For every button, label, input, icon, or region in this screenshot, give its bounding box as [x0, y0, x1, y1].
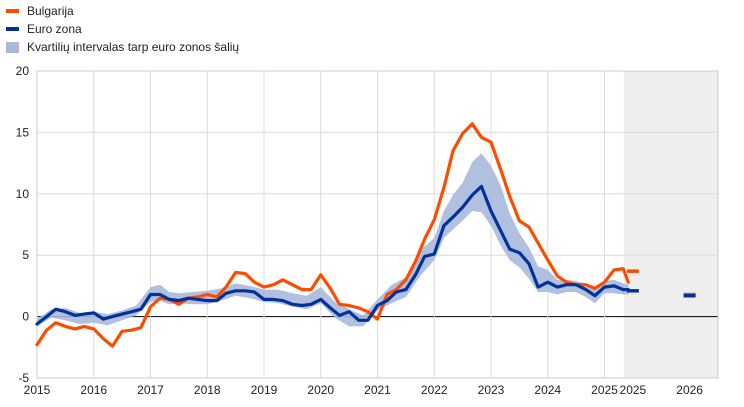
legend-swatch-band: [6, 41, 19, 53]
plot-frame: [36, 70, 719, 379]
x-tick-label: 2020: [307, 383, 334, 397]
legend-label-bulgaria: Bulgarija: [27, 4, 74, 18]
y-tick-label: -5: [18, 371, 29, 385]
x-tick-label: 2021: [364, 383, 391, 397]
legend-swatch-bulgaria: [6, 9, 19, 13]
y-tick-label: 10: [16, 187, 30, 201]
x-tick-label: 2017: [137, 383, 164, 397]
series-line-euro: [35, 184, 630, 326]
y-tick-label: 20: [16, 64, 30, 78]
x-tick-label: 2024: [534, 383, 561, 397]
legend-label-band: Kvartilių intervalas tarp euro zonos šal…: [27, 40, 240, 54]
legend-label-euro: Euro zona: [27, 22, 82, 36]
legend-swatch-euro: [6, 27, 19, 31]
x-tick-label: 2022: [421, 383, 448, 397]
legend-item-euro: Euro zona: [6, 20, 239, 38]
legend-item-band: Kvartilių intervalas tarp euro zonos šal…: [6, 38, 239, 56]
x-tick-label: 2015: [24, 383, 51, 397]
y-tick-label: 15: [16, 125, 30, 139]
x-tick-label: 2023: [478, 383, 505, 397]
y-tick-label: 0: [22, 310, 29, 324]
x-tick-label: 2025: [620, 383, 647, 397]
interquartile-band: [37, 153, 629, 327]
x-tick-label: 2018: [194, 383, 221, 397]
series-line-bulgaria: [35, 122, 630, 348]
x-tick-label: 2025: [591, 383, 618, 397]
y-tick-label: 5: [22, 248, 29, 262]
x-tick-label: 2019: [251, 383, 278, 397]
chart-legend: Bulgarija Euro zona Kvartilių intervalas…: [6, 2, 239, 56]
legend-item-bulgaria: Bulgarija: [6, 2, 239, 20]
x-tick-label: 2016: [80, 383, 107, 397]
x-tick-label: 2026: [676, 383, 703, 397]
projection-area: [623, 71, 718, 378]
